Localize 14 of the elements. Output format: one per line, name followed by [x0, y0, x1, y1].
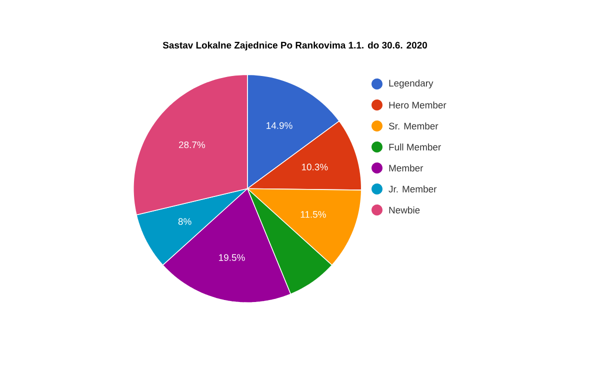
data-label: 8% — [178, 218, 192, 225]
legend-label: Newbie — [389, 206, 420, 214]
data-label: 10.3% — [302, 164, 328, 170]
legend-label: Member — [389, 164, 424, 172]
data-label: 28.7% — [179, 141, 206, 148]
legend-label: Full Member — [389, 144, 441, 150]
legend-label: Sr. Member — [388, 122, 438, 130]
legend-label: Hero Member — [389, 102, 446, 108]
data-label: 19.5% — [219, 254, 245, 261]
chart-title: Sastav Lokalne Zajednice Po Rankovima 1.1. do 30.6. 2020 — [162, 42, 427, 50]
data-label: 14.9% — [266, 122, 292, 129]
legend-label: Legendary — [389, 80, 434, 88]
legend-label: Jr. Member — [388, 186, 437, 192]
data-label: 11.5% — [300, 211, 326, 218]
